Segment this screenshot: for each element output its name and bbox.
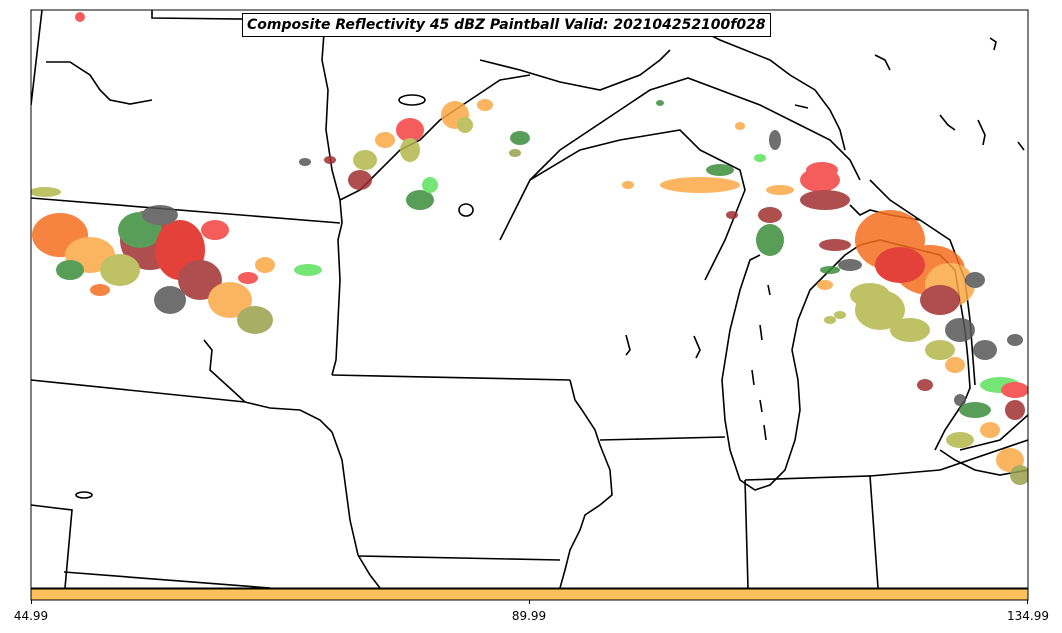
colorbar-ticks (31, 600, 1028, 604)
map-axes-frame (30, 9, 1029, 589)
colorbar-tick-max: 134.99 (1007, 609, 1049, 623)
colorbar (30, 588, 1029, 601)
reflectivity-paintball (31, 12, 1028, 485)
lake-michigan-markings (751, 284, 771, 441)
colorbar-tick-min: 44.99 (13, 609, 49, 623)
map-area (31, 10, 1028, 588)
map-title: Composite Reflectivity 45 dBZ Paintball … (242, 13, 771, 37)
state-boundaries (31, 10, 1028, 588)
colorbar-tick-mid: 89.99 (511, 609, 547, 623)
